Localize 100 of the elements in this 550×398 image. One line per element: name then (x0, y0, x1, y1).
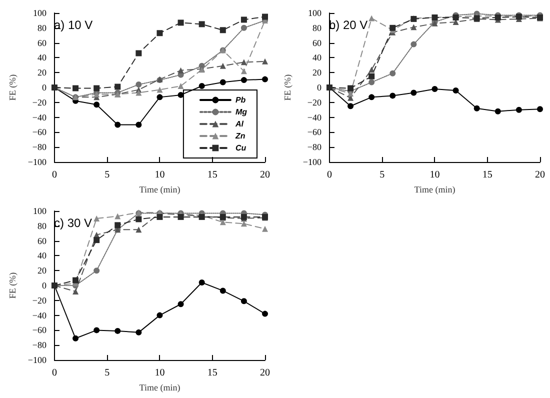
y-tick-label: −60 (32, 127, 47, 138)
point (220, 79, 226, 86)
point (494, 108, 501, 114)
point (136, 50, 142, 56)
x-tick-label: 10 (154, 368, 165, 378)
x-axis-title: Time (min) (139, 382, 180, 392)
point (136, 329, 142, 336)
legend-label: Cu (235, 144, 246, 152)
point (156, 30, 163, 36)
point (348, 85, 354, 92)
x-axis-title: Time (min) (414, 184, 456, 194)
point (136, 216, 142, 222)
y-tick-label: 0 (42, 280, 47, 290)
x-tick-label: 0 (326, 170, 332, 180)
y-tick-label: −100 (302, 157, 322, 167)
y-tick-label: −40 (32, 112, 47, 122)
y-tick-label: 100 (32, 206, 47, 216)
point (72, 288, 79, 294)
point (220, 288, 226, 294)
y-tick-label: −100 (28, 157, 47, 167)
point (410, 24, 417, 30)
point (198, 21, 205, 28)
point (156, 214, 163, 220)
y-tick-label: 20 (37, 266, 47, 276)
point (178, 92, 184, 98)
y-tick-label: 80 (312, 22, 322, 33)
y-tick-label: 60 (312, 38, 322, 48)
y-tick-label: −40 (307, 112, 322, 122)
x-tick-label: 0 (52, 170, 57, 180)
point (262, 14, 268, 20)
y-tick-label: 60 (37, 236, 47, 246)
y-tick-label: 40 (37, 52, 47, 63)
point (220, 62, 226, 69)
y-tick-label: −20 (32, 97, 47, 108)
point (390, 70, 396, 76)
point (516, 106, 522, 113)
point (114, 222, 121, 228)
x-tick-label: 15 (482, 170, 492, 180)
legend-label: Pb (235, 96, 246, 104)
y-tick-label: 0 (42, 82, 47, 92)
y-tick-label: 40 (37, 250, 47, 261)
point (240, 298, 247, 304)
point (368, 66, 375, 73)
y-tick-label: 80 (37, 22, 47, 33)
point (240, 68, 247, 74)
x-tick-label: 20 (260, 368, 270, 378)
point (262, 58, 268, 64)
x-tick-label: 20 (535, 170, 545, 180)
x-tick-label: 5 (104, 368, 110, 378)
point (198, 83, 205, 90)
point (262, 226, 268, 232)
point (136, 90, 142, 96)
point (410, 41, 417, 48)
point (72, 335, 79, 342)
point (72, 85, 79, 92)
point (94, 327, 100, 334)
y-tick-label: 20 (37, 68, 47, 78)
y-tick-label: −100 (28, 355, 47, 365)
point (240, 16, 247, 23)
y-tick-label: −80 (32, 340, 47, 350)
point (432, 86, 438, 92)
point (240, 59, 247, 66)
point (474, 105, 480, 112)
point (537, 106, 543, 112)
point (368, 79, 375, 86)
x-tick-label: 0 (52, 368, 57, 378)
point (156, 94, 163, 100)
y-tick-label: 100 (308, 8, 322, 18)
y-axis-title: FE (%) (282, 74, 292, 101)
y-tick-label: 60 (37, 38, 47, 48)
point (452, 87, 459, 94)
point (114, 122, 121, 128)
point (178, 301, 184, 308)
point (262, 76, 268, 82)
y-tick-label: 40 (312, 52, 322, 63)
y-tick-label: −80 (32, 142, 47, 152)
y-tick-label: 100 (32, 8, 47, 18)
point (94, 215, 100, 222)
point (240, 24, 247, 31)
point (220, 27, 226, 34)
point (94, 237, 100, 244)
x-tick-label: 15 (207, 368, 218, 378)
point (114, 328, 121, 334)
x-tick-label: 15 (207, 170, 218, 180)
y-tick-label: −60 (307, 127, 322, 138)
point (390, 24, 396, 31)
y-tick-label: −80 (307, 142, 322, 152)
point (156, 86, 163, 93)
y-tick-label: −20 (32, 295, 47, 306)
point (114, 84, 121, 90)
point (178, 83, 184, 90)
x-tick-label: 5 (380, 170, 385, 180)
point (348, 103, 354, 110)
point (156, 312, 163, 318)
point (136, 122, 142, 128)
point (240, 220, 247, 227)
point (410, 90, 417, 96)
point (72, 277, 79, 284)
point (198, 280, 205, 286)
point (94, 268, 100, 274)
